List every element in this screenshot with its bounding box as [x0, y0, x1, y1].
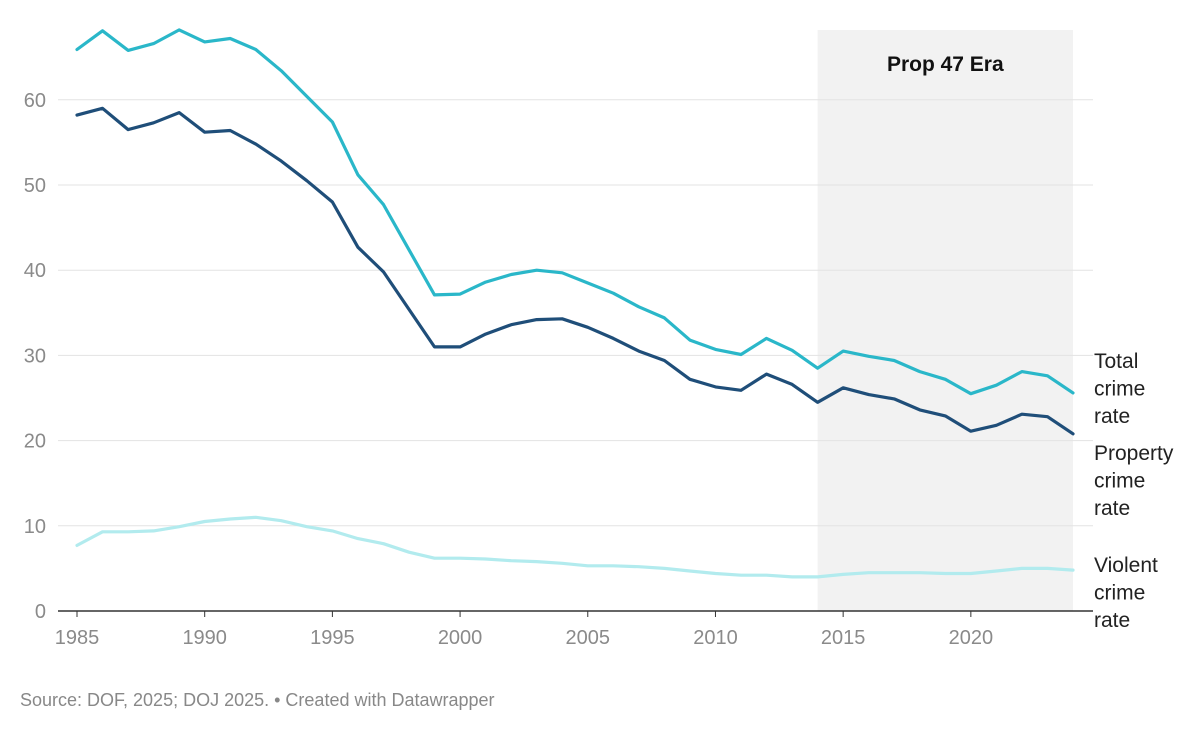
source-note: Source: DOF, 2025; DOJ 2025. • Created w…	[20, 690, 495, 710]
x-tick-label: 1990	[182, 627, 227, 649]
x-tick-label: 2010	[693, 627, 738, 649]
series-line-total-crime-rate	[75, 28, 1075, 396]
y-tick-label: 10	[24, 516, 46, 538]
x-tick-label: 2000	[438, 627, 483, 649]
y-tick-label: 50	[24, 175, 46, 197]
x-tick-label: 2005	[566, 627, 611, 649]
x-tick-label: 2020	[949, 627, 994, 649]
y-tick-label: 60	[24, 90, 46, 112]
x-tick-label: 1985	[55, 627, 100, 649]
annotation-label: Prop 47 Era	[887, 53, 1004, 76]
x-tick-label: 2015	[821, 627, 866, 649]
x-tick-label: 1995	[310, 627, 355, 649]
series-label-violent-crime-rate: Violent crime rate	[1094, 554, 1158, 632]
y-tick-label: 0	[35, 601, 46, 623]
series-label-property-crime-rate: Property crime rate	[1094, 442, 1174, 520]
series-line-violent-crime-rate	[75, 515, 1075, 579]
y-tick-label: 40	[24, 260, 46, 282]
y-tick-label: 20	[24, 431, 46, 453]
y-tick-label: 30	[24, 345, 46, 367]
series-label-total-crime-rate: Total crime rate	[1094, 350, 1145, 428]
annotation-band	[817, 30, 1073, 611]
series-line-property-crime-rate	[75, 106, 1075, 436]
